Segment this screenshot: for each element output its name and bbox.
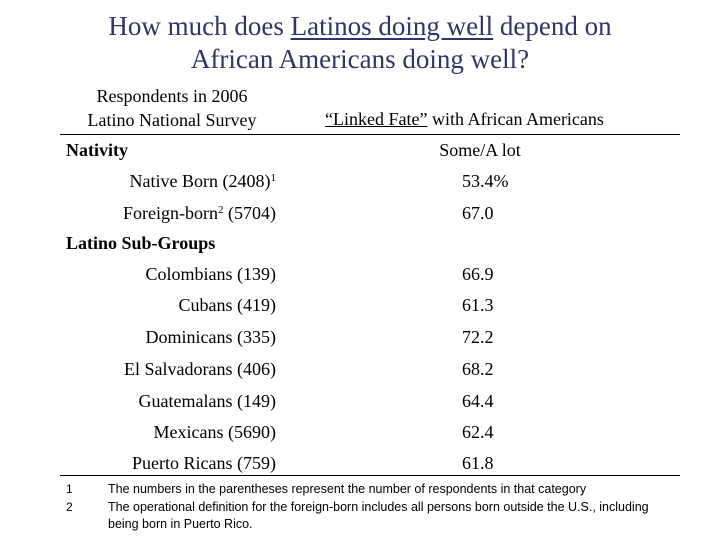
row-value-el-salvadorans: 68.2 [462, 359, 494, 379]
survey-label: Respondents in 2006 Latino National Surv… [62, 84, 282, 132]
slide-title: How much does Latinos doing well depend … [0, 10, 720, 76]
footnote-number-2: 2 [66, 500, 73, 514]
row-label-cubans: Cubans (419) [178, 295, 277, 315]
linked-fate-header: “Linked Fate” with African Americans [325, 107, 604, 131]
native-born-text: Native Born (2408) [129, 171, 271, 191]
footnote-text-1: The numbers in the parentheses represent… [108, 482, 587, 496]
linked-fate-rest: with African Americans [427, 109, 604, 129]
row-value-mexicans: 62.4 [462, 422, 494, 442]
footnote-ref-1: 1 [270, 172, 277, 184]
row-label-guatemalans: Guatemalans (149) [138, 391, 276, 411]
footnote-text-2: The operational definition for the forei… [108, 500, 649, 531]
row-label-colombians: Colombians (139) [145, 264, 277, 284]
title-line-2: African Americans doing well? [190, 44, 530, 74]
row-label-mexicans: Mexicans (5690) [153, 422, 276, 442]
row-value-colombians: 66.9 [462, 264, 494, 284]
title-prefix: How much does [108, 11, 291, 41]
footnote-ref-2: 2 [218, 204, 224, 216]
table-top-rule [60, 134, 680, 135]
row-value-cubans: 61.3 [462, 295, 494, 315]
row-label-foreign-born: Foreign-born2 (5704) [123, 201, 276, 225]
row-label-puerto-ricans: Puerto Ricans (759) [132, 453, 276, 473]
row-label-dominicans: Dominicans (335) [145, 327, 276, 347]
foreign-born-count: (5704) [223, 203, 276, 223]
title-line-1: How much does Latinos doing well depend … [0, 10, 720, 43]
row-label-native-born: Native Born (2408)1 [130, 169, 276, 193]
column-header-some-a-lot: Some/A lot [439, 140, 521, 160]
nativity-group-label: Nativity [66, 140, 128, 160]
survey-label-line-1: Respondents in 2006 [96, 86, 248, 106]
foreign-born-text: Foreign-born [123, 203, 218, 223]
survey-label-line-2: Latino National Survey [87, 110, 257, 130]
subgroups-group-label: Latino Sub-Groups [66, 233, 216, 253]
linked-fate-term: “Linked Fate” [325, 109, 428, 129]
table-bottom-rule [60, 475, 680, 476]
row-value-puerto-ricans: 61.8 [462, 453, 494, 473]
footnote-number-1: 1 [66, 482, 73, 496]
title-suffix: depend on [493, 11, 612, 41]
title-underlined-phrase: Latinos doing well [290, 11, 494, 41]
row-value-native-born: 53.4% [462, 171, 509, 191]
row-value-dominicans: 72.2 [462, 327, 494, 347]
row-value-foreign-born: 67.0 [462, 203, 494, 223]
row-value-guatemalans: 64.4 [462, 391, 494, 411]
row-label-el-salvadorans: El Salvadorans (406) [124, 359, 276, 379]
